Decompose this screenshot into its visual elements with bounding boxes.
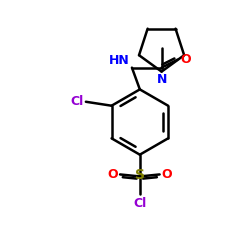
Text: O: O: [180, 53, 191, 66]
Text: O: O: [108, 168, 118, 181]
Text: Cl: Cl: [133, 197, 146, 210]
Text: HN: HN: [109, 54, 130, 67]
Text: O: O: [162, 168, 172, 181]
Text: Cl: Cl: [71, 95, 84, 108]
Text: S: S: [135, 168, 145, 182]
Text: N: N: [156, 72, 167, 86]
